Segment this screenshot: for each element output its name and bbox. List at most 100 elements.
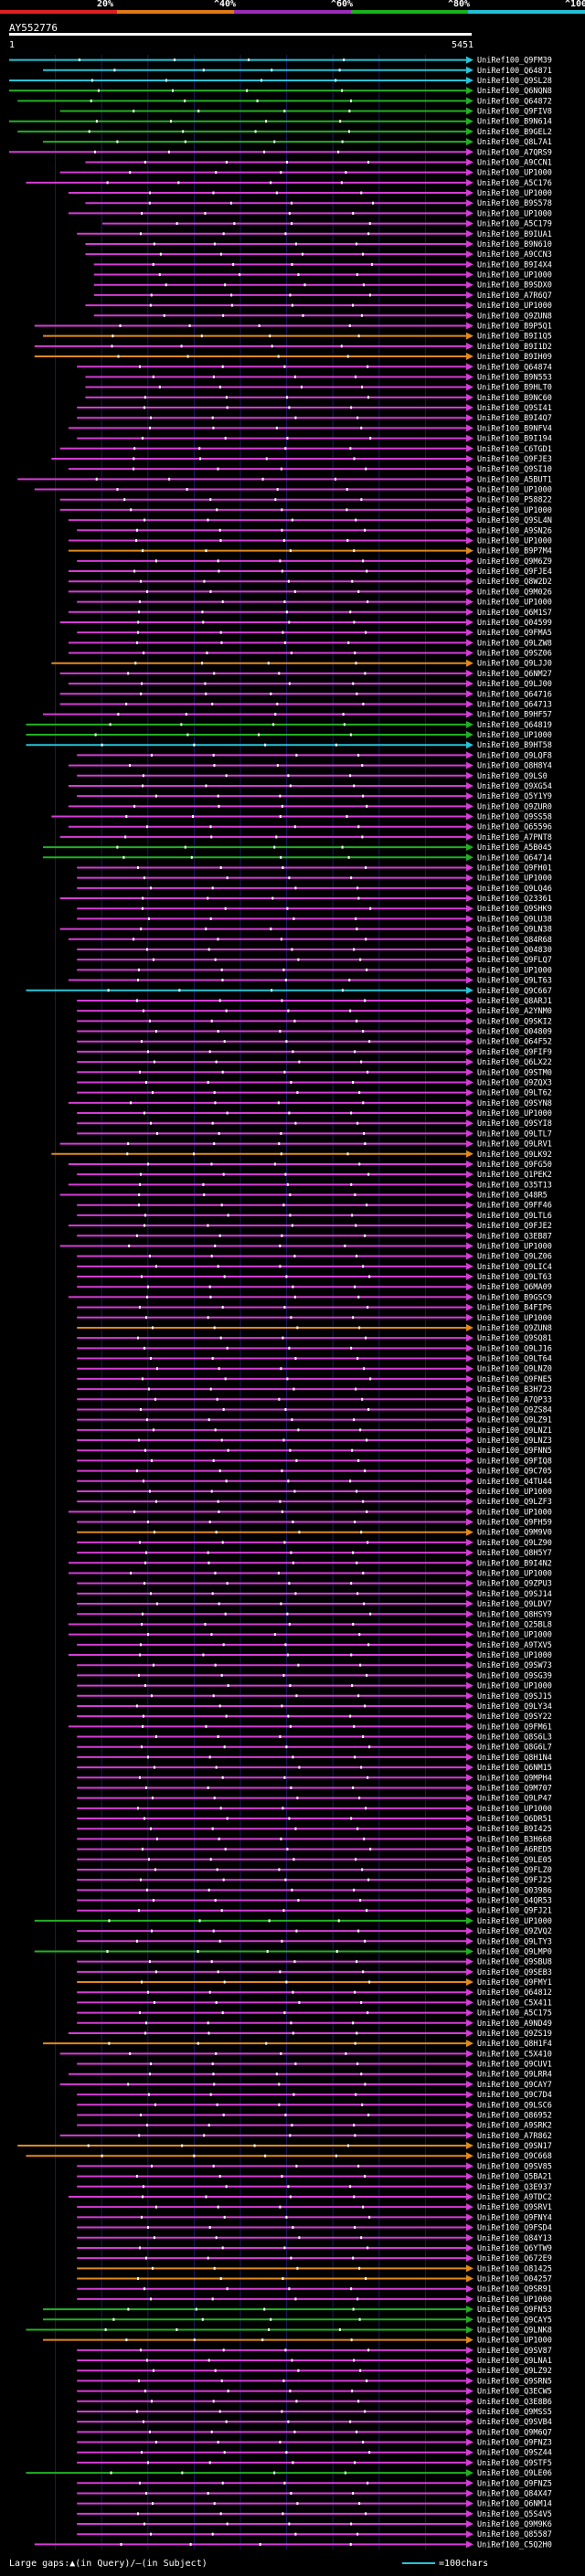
gap-mark xyxy=(116,140,119,143)
gap-mark xyxy=(195,2307,197,2311)
gap-mark xyxy=(265,457,268,461)
hit-label: UniRef100_Q9SYN8 xyxy=(477,1099,552,1108)
gap-mark xyxy=(282,1438,285,1442)
gap-mark xyxy=(154,1265,157,1268)
gap-mark xyxy=(367,232,370,236)
scale-segment xyxy=(234,10,351,14)
scale-tick-label: ^80% xyxy=(448,0,471,9)
hit-label: UniRef100_O81425 xyxy=(477,2264,552,2274)
hit-arrow xyxy=(466,168,473,176)
hit-label: UniRef100_Q9LK92 xyxy=(477,1150,552,1160)
gap-mark xyxy=(120,2542,122,2546)
gap-mark xyxy=(205,549,207,553)
gap-mark xyxy=(340,345,343,348)
gap-mark xyxy=(288,211,291,215)
gap-mark xyxy=(129,2051,132,2055)
hit-label: UniRef100_Q9SEB3 xyxy=(477,1968,552,1977)
hit-arrow xyxy=(466,536,473,545)
gap-mark xyxy=(207,1888,210,1892)
gap-mark xyxy=(180,723,183,726)
gap-mark xyxy=(284,1407,287,1411)
gap-mark xyxy=(291,262,293,266)
hit-arrow xyxy=(466,986,473,994)
gap-mark xyxy=(362,1101,365,1105)
hit-label: UniRef100_Q9LNZ0 xyxy=(477,1365,552,1374)
hit-arrow xyxy=(466,2254,473,2263)
gap-mark xyxy=(142,896,144,900)
hit-arrow xyxy=(466,2243,473,2252)
hit-label: UniRef100_Q8H1F4 xyxy=(477,2040,552,2049)
gap-mark xyxy=(344,2471,346,2475)
gap-mark xyxy=(278,2083,281,2086)
gap-mark xyxy=(280,1152,282,1156)
gap-mark xyxy=(354,1755,356,1759)
gap-mark xyxy=(211,886,214,890)
gap-mark xyxy=(298,2000,301,2004)
hit-label: UniRef100_A7R6Q7 xyxy=(477,292,552,301)
hit-label: UniRef100_B9I4Q7 xyxy=(477,414,552,423)
hit-arrow xyxy=(466,1794,473,1802)
gap-mark xyxy=(138,365,141,368)
gap-mark xyxy=(351,579,354,583)
hit-label: UniRef100_A5C179 xyxy=(477,220,552,229)
gap-mark xyxy=(150,753,153,757)
gap-mark xyxy=(355,1858,357,1861)
gap-mark xyxy=(143,2287,145,2291)
hit-label: UniRef100_Q9LQ46 xyxy=(477,885,552,894)
hit-label: UniRef100_A9TDC2 xyxy=(477,2193,552,2202)
gap-mark xyxy=(144,2021,147,2025)
gap-mark xyxy=(290,201,292,205)
hit-arrow xyxy=(466,832,473,841)
gap-mark xyxy=(224,906,227,910)
gap-mark xyxy=(113,69,116,72)
gap-mark xyxy=(153,242,155,246)
gap-mark xyxy=(147,1387,150,1391)
hit-arrow xyxy=(466,1171,473,1179)
gap-mark xyxy=(281,999,283,1002)
gap-mark xyxy=(140,928,143,931)
hit-label: UniRef100_B9I1D2 xyxy=(477,343,552,352)
gap-mark xyxy=(219,2277,222,2281)
gap-mark xyxy=(269,334,271,338)
gap-mark xyxy=(357,589,360,593)
gap-mark xyxy=(341,140,344,143)
gap-mark xyxy=(213,1142,216,1146)
gap-mark xyxy=(346,538,349,542)
gap-mark xyxy=(149,426,152,429)
gap-mark xyxy=(220,1438,223,1442)
gap-mark xyxy=(149,1121,152,1125)
gap-mark xyxy=(284,2348,287,2352)
gap-mark xyxy=(152,958,154,961)
hit-label: UniRef100_Q86952 xyxy=(477,2111,552,2120)
gap-mark xyxy=(202,1182,205,1186)
gap-mark xyxy=(289,1684,292,1688)
hit-arrow xyxy=(466,843,473,852)
gap-mark xyxy=(207,1551,209,1554)
gap-mark xyxy=(293,825,296,829)
gap-mark xyxy=(346,1152,349,1156)
hit-label: UniRef100_Q9ZS19 xyxy=(477,2030,552,2039)
gap-mark xyxy=(137,620,140,624)
gap-mark xyxy=(141,1612,144,1616)
hit-arrow xyxy=(466,2336,473,2344)
gap-mark xyxy=(141,1622,144,1626)
gap-mark xyxy=(290,1080,292,1084)
gap-mark xyxy=(278,1868,281,1871)
gap-mark xyxy=(143,876,145,880)
hit-label: UniRef100_Q9LMP0 xyxy=(477,1947,552,1956)
hit-arrow xyxy=(466,945,473,953)
hit-arrow xyxy=(466,1313,473,1321)
gap-mark xyxy=(289,2195,292,2199)
hit-label: UniRef100_B9HT58 xyxy=(477,741,552,750)
hit-label: UniRef100_Q3E937 xyxy=(477,2183,552,2192)
gap-mark xyxy=(144,1080,147,1084)
hit-label: UniRef100_Q9M9V0 xyxy=(477,1529,552,1538)
hit-label: UniRef100_Q6MA09 xyxy=(477,1283,552,1292)
gap-mark xyxy=(151,1797,154,1800)
gap-mark xyxy=(289,1193,292,1197)
hit-arrow xyxy=(466,1273,473,1281)
gap-mark xyxy=(361,386,364,389)
gap-mark xyxy=(264,743,267,747)
hit-label: UniRef100_A7QRS9 xyxy=(477,148,552,157)
gap-mark xyxy=(293,1960,296,1964)
